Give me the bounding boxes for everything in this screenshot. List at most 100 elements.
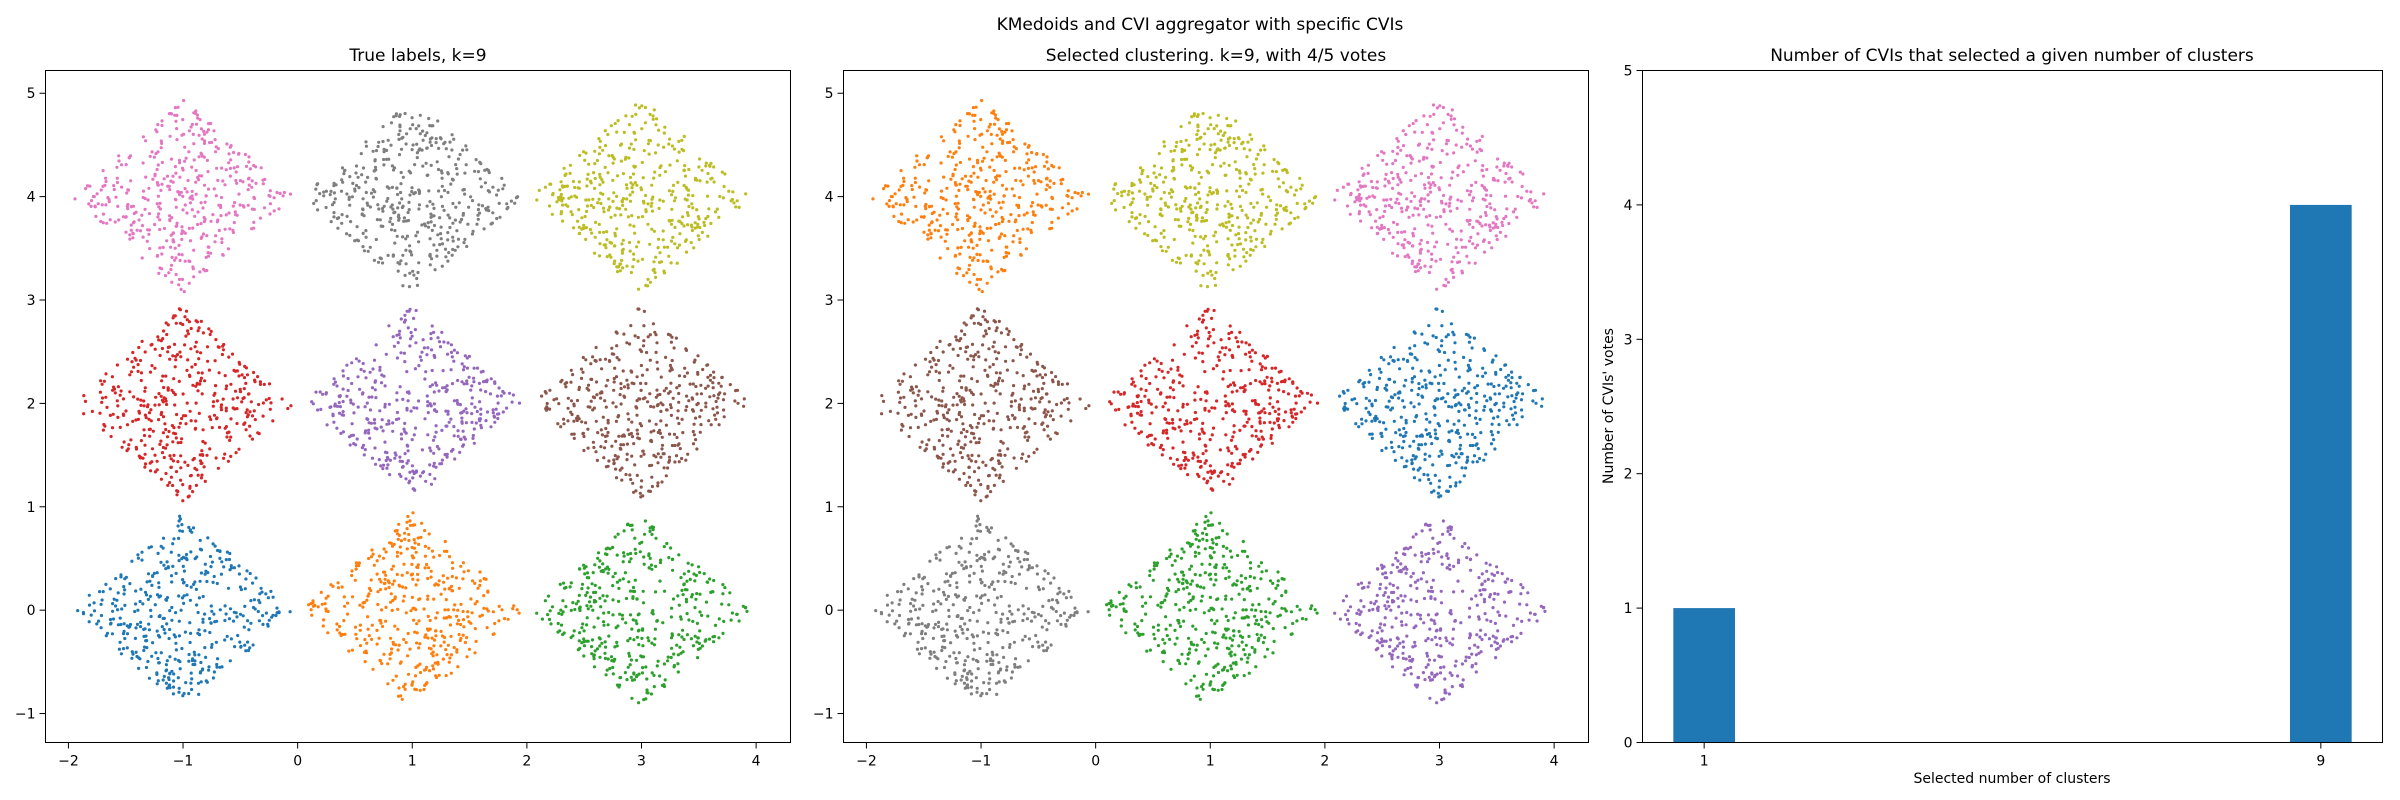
- scatter-point-cluster-2: [320, 602, 324, 606]
- scatter-point-cluster-3: [1484, 561, 1488, 565]
- scatter-point-cluster-3: [1357, 623, 1362, 627]
- scatter-point-cluster-4: [238, 390, 243, 394]
- scatter-point-cluster-3: [1419, 577, 1423, 581]
- scatter-point-cluster-1: [932, 650, 936, 654]
- scatter-point-cluster-7: [237, 152, 241, 156]
- scatter-point-cluster-7: [155, 254, 159, 258]
- scatter-point-cluster-8: [446, 259, 450, 263]
- scatter-point-cluster-3: [1431, 547, 1435, 551]
- scatter-point-cluster-6: [626, 412, 630, 416]
- scatter-point-cluster-2: [1237, 592, 1241, 596]
- scatter-point-cluster-6: [742, 404, 746, 408]
- y-tick-label: 2: [27, 396, 36, 412]
- scatter-point-cluster-8: [424, 161, 428, 165]
- scatter-point-cluster-2: [432, 597, 436, 601]
- scatter-point-cluster-9: [704, 161, 708, 165]
- scatter-point-cluster-5: [387, 422, 391, 426]
- scatter-point-cluster-1: [197, 596, 201, 600]
- scatter-point-cluster-3: [629, 551, 633, 556]
- scatter-point-cluster-3: [609, 655, 614, 659]
- scatter-point-cluster-5: [433, 435, 437, 439]
- scatter-point-cluster-1: [1024, 586, 1029, 590]
- scatter-point-cluster-9: [630, 186, 634, 190]
- scatter-point-cluster-8: [340, 213, 344, 217]
- scatter-point-cluster-6: [606, 464, 610, 468]
- scatter-point-cluster-2: [1207, 523, 1211, 528]
- scatter-point-cluster-1: [1056, 592, 1060, 596]
- scatter-point-cluster-9: [580, 216, 584, 220]
- scatter-point-cluster-5: [470, 384, 474, 388]
- scatter-point-cluster-3: [602, 611, 606, 615]
- scatter-point-cluster-2: [461, 633, 465, 637]
- scatter-point-cluster-1: [989, 657, 993, 661]
- scatter-point-cluster-1: [92, 601, 96, 605]
- scatter-point-cluster-3: [618, 578, 622, 582]
- scatter-point-cluster-7: [191, 197, 195, 201]
- scatter-point-cluster-3: [1424, 552, 1428, 556]
- scatter-point-cluster-5: [497, 386, 501, 390]
- scatter-point-cluster-9: [667, 254, 671, 258]
- scatter-point-cluster-9: [646, 202, 650, 206]
- scatter-point-cluster-2: [396, 648, 400, 652]
- scatter-point-cluster-3: [1449, 528, 1453, 532]
- scatter-point-cluster-3: [727, 603, 731, 607]
- scatter-point-cluster-5: [429, 449, 433, 453]
- scatter-point-cluster-5: [403, 452, 407, 456]
- scatter-point-cluster-3: [628, 663, 632, 667]
- scatter-point-cluster-3: [582, 637, 586, 641]
- scatter-point-cluster-3: [1480, 572, 1484, 576]
- scatter-point-cluster-2: [1225, 646, 1229, 650]
- axes-frame: [45, 70, 791, 743]
- scatter-point-cluster-5: [426, 400, 430, 404]
- scatter-point-cluster-1: [963, 668, 967, 672]
- scatter-point-cluster-3: [558, 582, 562, 587]
- scatter-point-cluster-2: [1211, 630, 1215, 634]
- scatter-point-cluster-7: [177, 158, 182, 162]
- scatter-point-cluster-4: [187, 494, 191, 498]
- scatter-point-cluster-2: [413, 687, 417, 691]
- scatter-point-cluster-5: [356, 405, 360, 409]
- scatter-point-cluster-2: [1206, 519, 1210, 523]
- scatter-point-cluster-3: [1438, 671, 1443, 675]
- scatter-point-cluster-1: [934, 556, 939, 560]
- scatter-point-cluster-3: [1543, 609, 1547, 614]
- scatter-point-cluster-1: [189, 631, 193, 636]
- scatter-point-cluster-7: [202, 155, 206, 159]
- scatter-point-cluster-7: [203, 269, 207, 273]
- scatter-point-cluster-2: [353, 625, 358, 629]
- scatter-point-cluster-6: [639, 388, 643, 392]
- scatter-point-cluster-2: [1310, 604, 1314, 608]
- scatter-point-cluster-7: [127, 156, 131, 160]
- scatter-point-cluster-1: [1067, 589, 1071, 594]
- scatter-point-cluster-8: [345, 192, 349, 196]
- scatter-point-cluster-3: [1396, 586, 1400, 590]
- scatter-point-cluster-6: [615, 331, 619, 335]
- scatter-point-cluster-2: [1167, 555, 1172, 559]
- scatter-point-cluster-6: [656, 461, 660, 465]
- scatter-point-cluster-1: [921, 603, 925, 608]
- scatter-point-cluster-2: [1229, 650, 1233, 654]
- scatter-point-cluster-1: [942, 593, 947, 597]
- scatter-point-cluster-8: [377, 140, 381, 144]
- scatter-point-cluster-1: [261, 622, 265, 627]
- scatter-point-cluster-6: [614, 476, 619, 480]
- scatter-point-cluster-6: [655, 388, 659, 392]
- scatter-point-cluster-6: [627, 417, 631, 421]
- scatter-point-cluster-4: [136, 369, 140, 373]
- scatter-point-cluster-3: [591, 571, 595, 575]
- scatter-point-cluster-1: [997, 660, 1001, 665]
- scatter-point-cluster-6: [695, 392, 699, 396]
- scatter-point-cluster-3: [592, 653, 596, 657]
- scatter-point-cluster-1: [112, 597, 116, 601]
- scatter-point-cluster-2: [474, 639, 478, 644]
- scatter-point-cluster-1: [188, 621, 192, 625]
- scatter-point-cluster-2: [1165, 592, 1169, 596]
- scatter-point-cluster-1: [1013, 581, 1017, 586]
- scatter-point-cluster-9: [565, 184, 570, 188]
- scatter-point-cluster-2: [1174, 602, 1178, 607]
- scatter-point-cluster-1: [1062, 611, 1066, 615]
- scatter-point-cluster-1: [223, 618, 227, 623]
- scatter-point-cluster-2: [1203, 547, 1207, 551]
- scatter-point-cluster-4: [191, 490, 195, 494]
- scatter-point-cluster-3: [560, 612, 564, 617]
